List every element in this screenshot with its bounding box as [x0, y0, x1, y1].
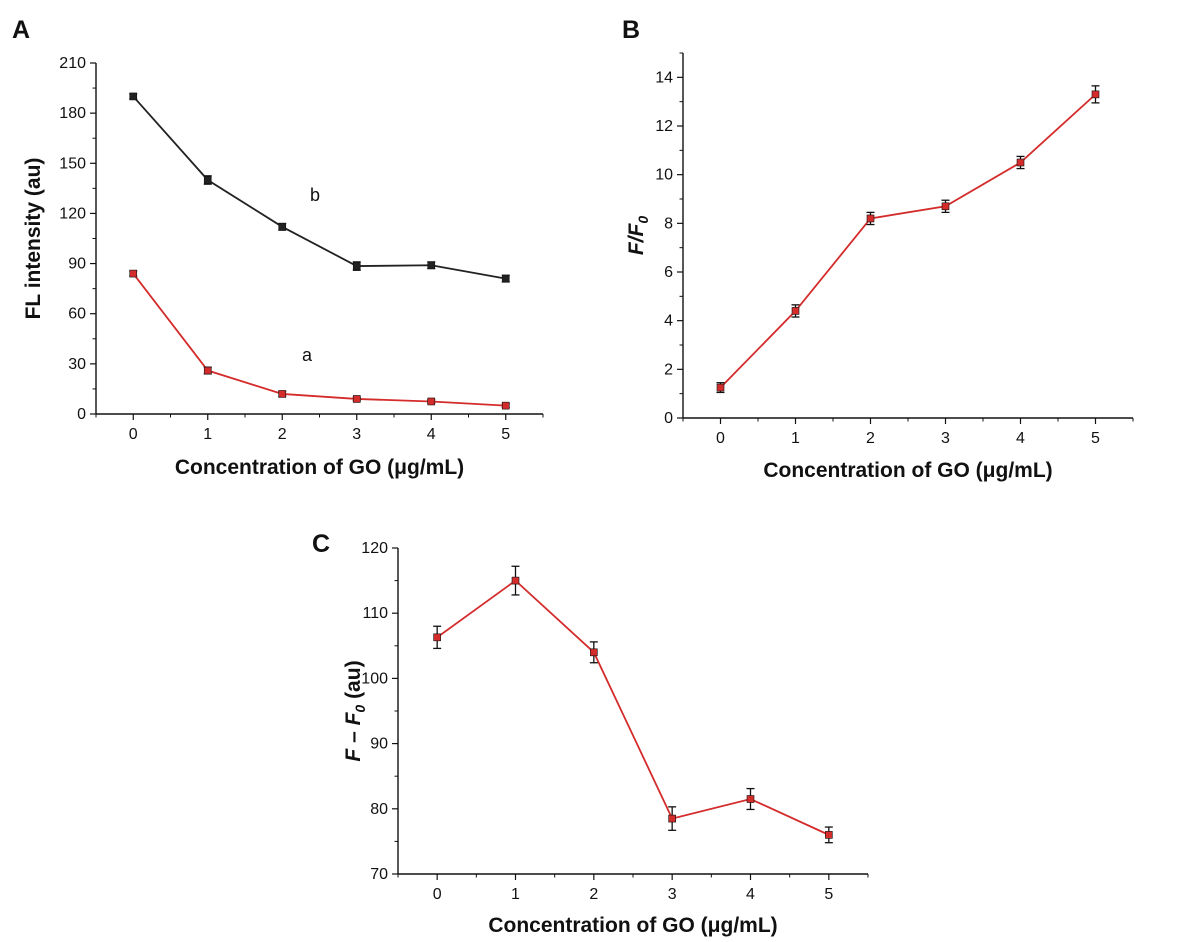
panel-c-series-1-point	[668, 814, 676, 823]
panel-a-series-a-point	[501, 401, 510, 410]
panel-a-series-b-point	[352, 262, 361, 270]
panel-c-x-tick-label: 1	[511, 886, 520, 903]
panel-a-x-tick-label: 2	[278, 426, 287, 443]
panel-a-y-tick-label: 0	[77, 406, 86, 423]
panel-b-series-1-point	[941, 202, 950, 211]
panel-b-series-1-line	[719, 93, 1097, 389]
panel-a-series-a-line	[132, 273, 506, 407]
panel-a: A b a 0 30 60 90 120 150 180 210 0 1 2 3 4 5 Concentra…	[12, 16, 544, 479]
panel-a-x-axis-title: Concentration of GO (μg/mL)	[175, 456, 464, 479]
panel-a-series-a-point	[427, 397, 436, 406]
panel-a-y-tick-label: 60	[68, 306, 86, 323]
panel-c-series-1-point	[825, 831, 833, 839]
panel-b-x-tick-label: 4	[1016, 430, 1025, 447]
panel-b-series-1-point	[1016, 158, 1025, 167]
panel-a-series-a-point	[129, 269, 138, 278]
panel-c-series-1-point	[433, 633, 441, 642]
panel-b-y-tick-label: 10	[655, 167, 673, 184]
panel-b-y-tick-label: 8	[664, 215, 673, 232]
panel-b-series-1-point	[866, 214, 875, 223]
panel-b-x-tick-label: 3	[941, 430, 950, 447]
series-label-b: b	[310, 185, 320, 205]
panel-b-y-tick-label: 6	[664, 264, 673, 281]
panel-c-y-tick-label: 120	[361, 540, 388, 557]
panel-letter-b: B	[622, 16, 640, 44]
panel-a-y-tick-label: 210	[59, 55, 86, 72]
panel-b-y-tick-label: 12	[655, 118, 673, 135]
panel-a-x-tick-label: 1	[203, 426, 212, 443]
panel-b-y-tick-label: 4	[664, 313, 673, 330]
panel-c-x-tick-label: 3	[668, 886, 677, 903]
panel-c-x-tick-label: 4	[746, 886, 755, 903]
panel-c-y-tick-label: 70	[370, 866, 388, 883]
panel-c: C 70 80 90 100 110 120 0 1 2 3 4 5 Concentration of …	[312, 530, 869, 937]
panel-b-x-tick-label: 5	[1091, 430, 1100, 447]
panel-a-series-b-point	[129, 92, 138, 101]
panel-a-series-a-point	[203, 366, 212, 375]
panel-b-series-1-point	[791, 307, 800, 315]
panel-a-x-tick-label: 0	[129, 426, 138, 443]
panel-b-x-axis-title: Concentration of GO (μg/mL)	[763, 459, 1052, 482]
panel-letter-c: C	[312, 530, 330, 558]
panel-b-y-tick-label: 14	[655, 69, 673, 86]
panel-c-series-1-point	[590, 648, 598, 657]
panel-c-x-axis-title: Concentration of GO (μg/mL)	[488, 914, 777, 937]
panel-a-y-tick-label: 120	[59, 205, 86, 222]
panel-a-series-a-point	[352, 395, 361, 403]
panel-c-y-axis-title: F – F0 (au)	[342, 660, 368, 761]
panel-b-y-tick-label: 2	[664, 361, 673, 378]
panel-b-series-1-point	[1091, 90, 1100, 99]
panel-a-series-b-point	[427, 261, 436, 270]
panel-c-x-tick-label: 2	[589, 886, 598, 903]
panel-a-x-tick-label: 4	[427, 426, 436, 443]
panel-letter-a: A	[12, 16, 30, 44]
panel-a-y-tick-label: 30	[68, 356, 86, 373]
panel-b-series-1-point	[716, 383, 725, 392]
panel-b-x-tick-label: 2	[866, 430, 875, 447]
series-label-a: a	[302, 345, 313, 365]
panel-a-y-axis-title: FL intensity (au)	[22, 158, 45, 320]
panel-c-series-1-point	[511, 576, 520, 585]
panel-c-series-1-line	[436, 579, 830, 836]
panel-a-series-a-point	[278, 390, 287, 398]
panel-c-x-tick-label: 0	[433, 886, 442, 903]
panel-c-x-tick-label: 5	[824, 886, 833, 903]
panel-c-series-1-point	[746, 795, 755, 803]
panel-a-y-tick-label: 90	[68, 256, 86, 273]
panel-a-x-tick-label: 5	[501, 426, 510, 443]
panel-c-y-tick-label: 100	[361, 670, 388, 687]
panel-a-series-b-point	[203, 176, 212, 184]
panel-a-series-b-point	[501, 274, 510, 283]
panel-b-x-tick-label: 0	[716, 430, 725, 447]
panel-a-y-tick-label: 180	[59, 105, 86, 122]
panel-a-x-tick-label: 3	[352, 426, 361, 443]
panel-c-y-tick-label: 80	[370, 801, 388, 818]
panel-b-x-tick-label: 1	[791, 430, 800, 447]
panel-c-y-tick-label: 90	[370, 736, 388, 753]
panel-a-y-tick-label: 150	[59, 155, 86, 172]
panel-a-series-b-point	[278, 223, 287, 231]
panel-b-y-tick-label: 0	[664, 410, 673, 427]
panel-a-series-b-line	[132, 95, 506, 280]
panel-c-y-tick-label: 110	[362, 605, 388, 622]
panel-b-y-axis-title: F/F0	[625, 216, 651, 256]
